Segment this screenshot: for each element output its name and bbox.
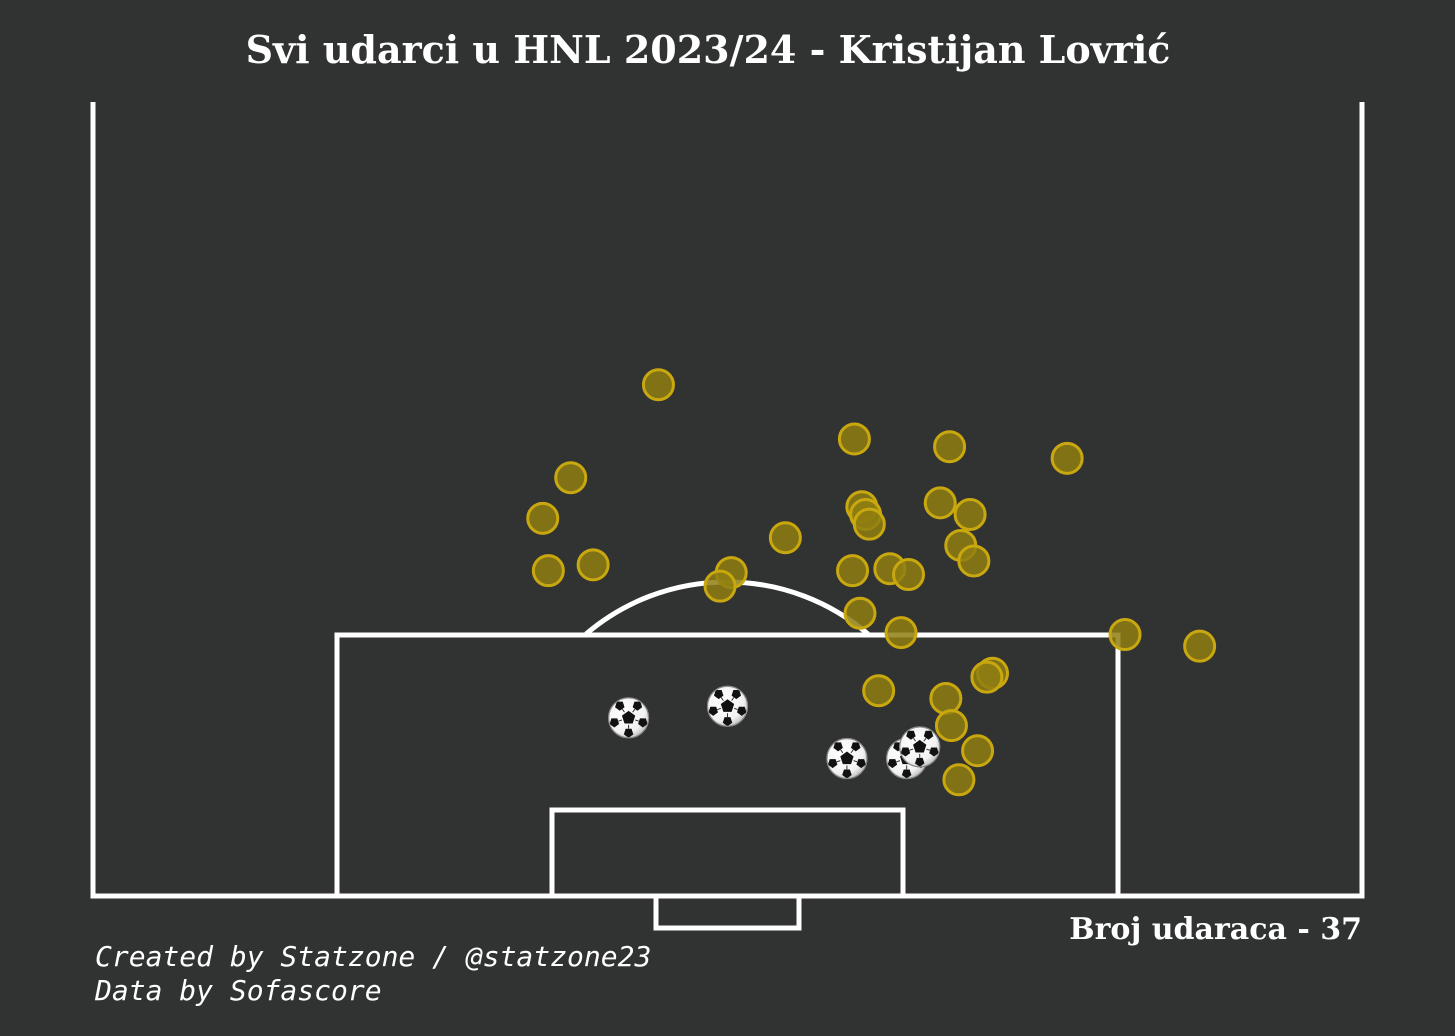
shot-marker <box>923 486 957 520</box>
goal <box>653 893 802 931</box>
touchline-and-goal-line <box>90 102 1365 899</box>
shot-marker <box>934 709 968 743</box>
shot-marker <box>933 430 967 464</box>
shot-marker <box>942 763 976 797</box>
goal-area <box>549 807 906 899</box>
shot-marker <box>929 681 963 715</box>
shot-marker <box>531 554 565 588</box>
shot-marker <box>953 497 987 531</box>
shot-marker <box>1108 618 1142 652</box>
shot-marker <box>970 660 1004 694</box>
shot-count-label: Broj udaraca - 37 <box>1069 912 1362 947</box>
shot-marker <box>852 507 886 541</box>
shot-marker <box>843 596 877 630</box>
shot-marker <box>703 569 737 603</box>
shot-marker <box>1050 441 1084 475</box>
goals-layer <box>607 685 941 780</box>
shots-layer <box>526 368 1217 797</box>
goal-ball-icon <box>706 685 749 727</box>
goal-ball-icon <box>899 726 941 768</box>
shot-marker <box>961 734 995 768</box>
shot-marker <box>576 548 610 582</box>
goal-ball-icon <box>826 737 868 780</box>
shot-marker <box>862 674 896 708</box>
shot-marker <box>1183 629 1217 663</box>
credit-line-created-by: Created by Statzone / @statzone23 <box>95 940 651 973</box>
shot-marker <box>837 422 871 456</box>
pitch-markings <box>90 102 1365 931</box>
shot-marker <box>526 501 560 535</box>
shot-marker <box>892 558 926 592</box>
shot-marker <box>957 544 991 578</box>
chart-title: Svi udarci u HNL 2023/24 - Kristijan Lov… <box>246 27 1171 72</box>
shot-marker <box>884 616 918 650</box>
credit-line-data-source: Data by Sofascore <box>94 974 382 1007</box>
shot-marker <box>836 554 870 588</box>
shot-marker <box>768 521 802 555</box>
shot-marker <box>554 461 588 495</box>
goal-ball-icon <box>607 697 650 739</box>
shot-marker <box>641 368 675 402</box>
